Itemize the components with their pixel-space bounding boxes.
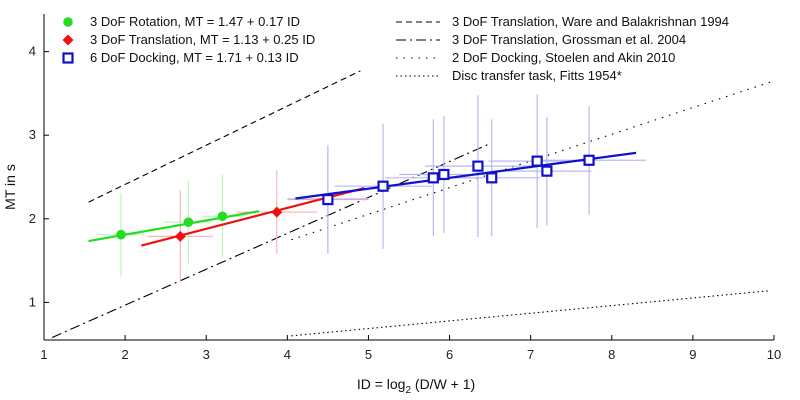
fit-line (295, 151, 637, 200)
square-marker (62, 52, 74, 64)
x-tick-label: 6 (446, 347, 453, 362)
square-marker (583, 154, 595, 166)
x-ticks: 1 2 3 4 5 6 7 8 9 10 (40, 335, 781, 362)
square-marker (531, 155, 543, 167)
axes (43, 14, 774, 341)
x-tick-label: 9 (689, 347, 696, 362)
x-tick-label: 4 (284, 347, 291, 362)
reference-line (291, 290, 770, 337)
circle-marker (116, 229, 126, 240)
legend-left: 3 DoF Rotation, MT = 1.47 + 0.17 ID 3 DoF… (62, 14, 315, 65)
x-tick-label: 10 (767, 347, 781, 362)
square-marker (541, 165, 553, 177)
square-marker (427, 172, 439, 184)
square-marker (486, 172, 498, 184)
square-marker (472, 160, 484, 172)
diamond-marker (271, 206, 283, 218)
square-marker (438, 168, 450, 181)
reference-line (88, 70, 361, 203)
y-tick-label: 4 (29, 44, 36, 59)
y-tick-label: 1 (29, 294, 36, 309)
circle-marker (217, 211, 228, 222)
x-tick-label: 5 (365, 347, 372, 362)
circle-marker (63, 17, 73, 27)
square-marker (377, 180, 389, 192)
legend-right-label: 2 DoF Docking, Stoelen and Akin 2010 (452, 50, 675, 65)
legend-left-label: 3 DoF Translation, MT = 1.13 + 0.25 ID (90, 32, 315, 47)
x-tick-label: 2 (121, 347, 128, 362)
legend-right: 3 DoF Translation, Ware and Balakrishnan… (396, 14, 729, 83)
square-marker (322, 193, 334, 206)
reference-lines (51, 70, 775, 338)
y-ticks: 1 2 3 4 (29, 44, 49, 309)
x-tick-label: 3 (203, 347, 210, 362)
circle-marker (183, 217, 194, 227)
x-axis-label: ID = log2 (D/W + 1) (357, 376, 475, 396)
data-markers (116, 154, 595, 242)
y-tick-label: 2 (29, 211, 36, 226)
diamond-marker (174, 230, 186, 242)
legend-right-label: 3 DoF Translation, Ware and Balakrishnan… (452, 14, 729, 29)
x-tick-label: 1 (40, 347, 47, 362)
diamond-marker (62, 34, 74, 46)
y-axis-label: MT in s (2, 164, 18, 210)
x-tick-label: 7 (527, 347, 534, 362)
reference-line (51, 143, 491, 338)
legend-left-label: 3 DoF Rotation, MT = 1.47 + 0.17 ID (90, 14, 300, 29)
x-tick-label: 8 (608, 347, 615, 362)
legend-right-label: 3 DoF Translation, Grossman et al. 2004 (452, 32, 686, 47)
legend-right-label: Disc transfer task, Fitts 1954* (452, 68, 622, 83)
y-tick-label: 3 (29, 127, 36, 142)
legend-left-label: 6 DoF Docking, MT = 1.71 + 0.13 ID (90, 50, 299, 65)
